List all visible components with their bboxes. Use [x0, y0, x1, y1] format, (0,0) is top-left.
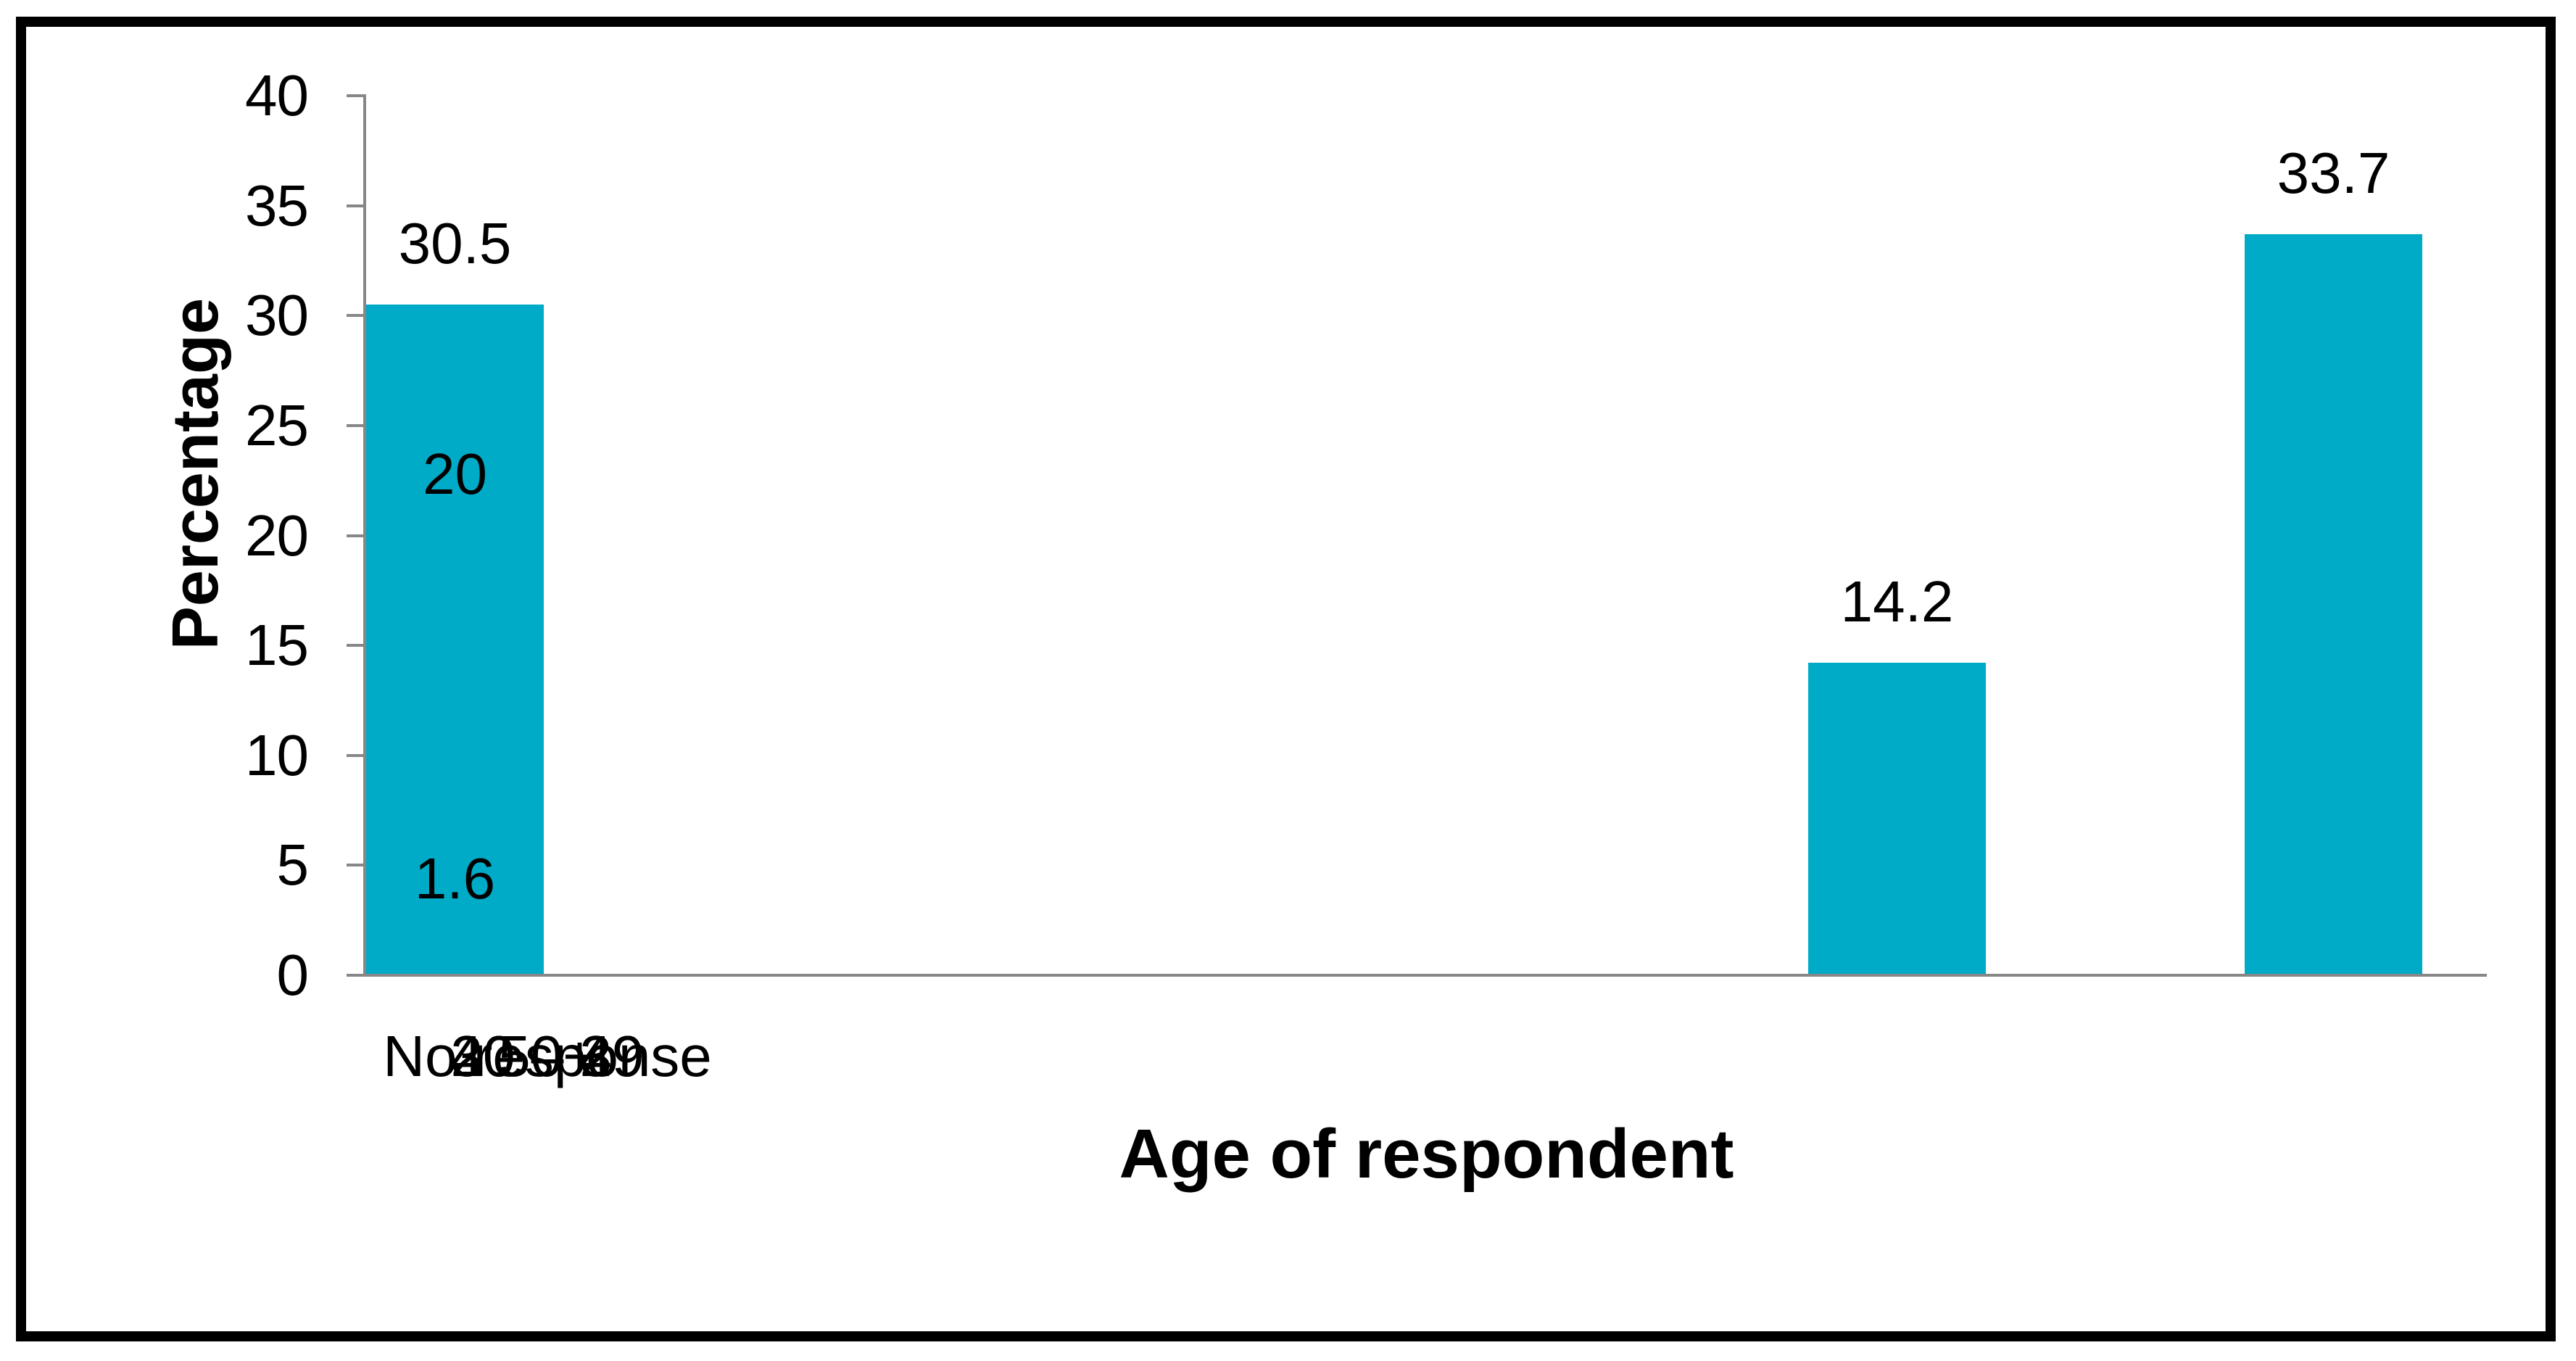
bar [366, 535, 544, 975]
bar [1808, 663, 1986, 975]
category-30-39: 33.7 [2245, 143, 2422, 975]
x-axis-title: Age of respondent [1119, 1115, 1734, 1193]
bar-value-label: 1.6 [414, 846, 496, 911]
y-tick-mark [347, 864, 366, 867]
bar-chart-plot-area: Percentage 40 35 30 25 20 15 10 5 0 [160, 65, 2487, 1193]
bar [366, 940, 544, 975]
y-tick-label-35: 35 [245, 173, 309, 238]
y-tick-mark [347, 423, 366, 427]
bar-value-label: 20 [423, 442, 487, 506]
y-tick-mark [347, 94, 366, 97]
category-20-29: 14.2 [1808, 571, 1986, 975]
x-category-label: 30 – 39 [450, 1024, 645, 1088]
category-no-response: 1.6 [366, 848, 544, 975]
y-tick-label-5: 5 [276, 832, 310, 898]
bar-value-label: 14.2 [1840, 569, 1954, 634]
y-tick-mark [347, 644, 366, 648]
y-tick-label-20: 20 [245, 502, 309, 568]
y-tick-mark [347, 314, 366, 318]
category-50-plus: 20 [366, 444, 544, 975]
y-tick-mark [347, 534, 366, 537]
y-tick-label-0: 0 [276, 943, 310, 1007]
y-tick-label-15: 15 [245, 613, 309, 678]
y-axis-tick-labels: 40 35 30 25 20 15 10 5 0 [18, 63, 310, 1007]
y-tick-mark [347, 753, 366, 757]
x-category-label: 50+ [498, 1024, 597, 1088]
y-axis-line [363, 96, 366, 977]
y-tick-mark [347, 204, 366, 207]
x-axis-baseline [347, 974, 2487, 977]
y-tick-label-25: 25 [245, 392, 309, 458]
y-tick-label-30: 30 [245, 283, 309, 348]
bar-value-label: 33.7 [2277, 141, 2390, 205]
bar [2245, 234, 2422, 975]
x-category-label: 40 – 49 [450, 1024, 645, 1088]
x-category-label: No response [383, 1024, 712, 1088]
y-tick-label-10: 10 [245, 722, 309, 787]
y-tick-label-40: 40 [245, 63, 309, 128]
x-category-label: 20 – 29 [450, 1024, 645, 1088]
bar-value-label: 30.5 [398, 211, 512, 276]
